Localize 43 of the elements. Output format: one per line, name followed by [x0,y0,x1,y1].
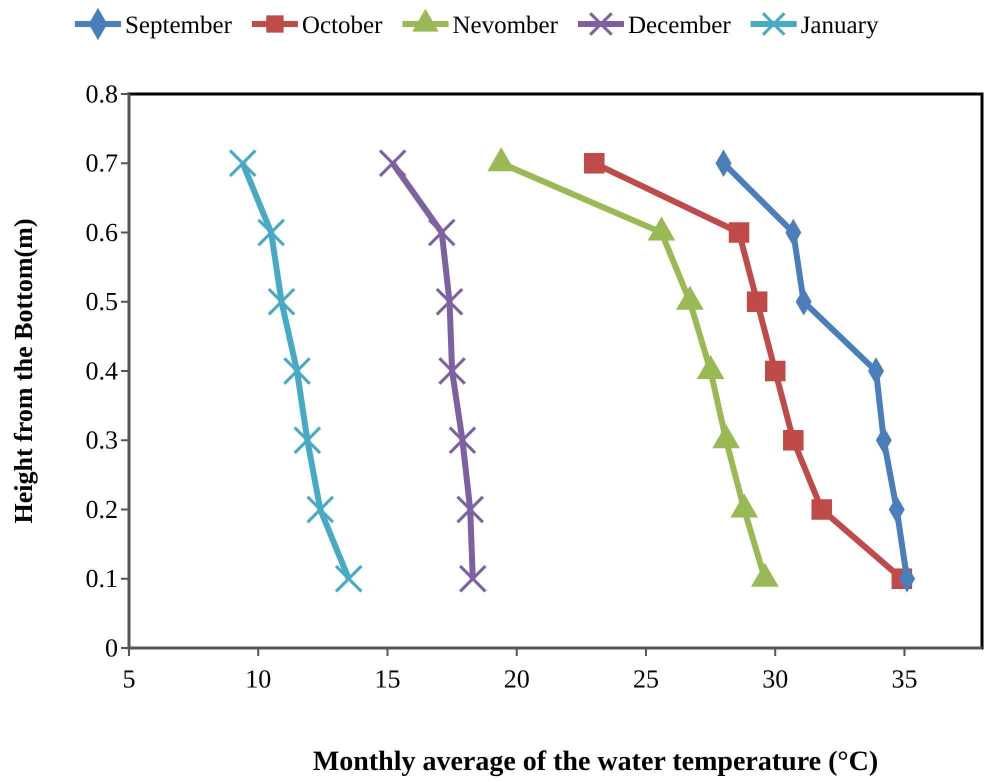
y-axis-title: Height from the Bottom(m) [9,218,38,524]
x-tick-label: 35 [891,664,918,694]
point [811,499,832,520]
y-tick-label: 0.7 [86,148,118,178]
point [306,495,334,524]
point [783,430,804,450]
x-tick-label: 5 [122,664,136,694]
x-tick-label: 30 [762,664,788,694]
y-tick-label: 0.4 [86,356,118,386]
point [728,222,750,243]
point [746,292,768,312]
legend-label: September [125,12,233,39]
point [257,218,286,247]
point [282,356,312,386]
y-tick-label: 0.3 [86,426,118,455]
point [458,564,487,593]
point [438,356,466,386]
point [293,426,322,454]
point [448,426,477,454]
point [267,288,296,316]
y-tick-label: 0.6 [86,218,118,247]
point [428,218,456,247]
legend-label: December [628,12,732,39]
point [334,564,363,593]
legend-label: Nevomber [452,12,559,39]
x-axis-title: Monthly average of the water temperature (°C) [312,746,878,777]
y-tick-label: 0.8 [86,79,118,108]
point [435,288,464,316]
y-tick-label: 0 [105,633,118,662]
y-tick-label: 0.5 [86,287,118,316]
x-tick-label: 15 [374,664,400,694]
x-tick-label: 20 [504,664,530,694]
y-tick-label: 0.1 [86,564,118,594]
point [228,149,257,178]
x-tick-label: 25 [632,664,659,694]
point [378,149,407,178]
y-tick-label: 0.2 [86,494,118,524]
legend-label: October [302,12,384,39]
legend-label: January [800,12,879,39]
point [456,495,484,524]
point [584,153,605,174]
point [764,360,786,382]
x-tick-label: 10 [245,664,272,694]
